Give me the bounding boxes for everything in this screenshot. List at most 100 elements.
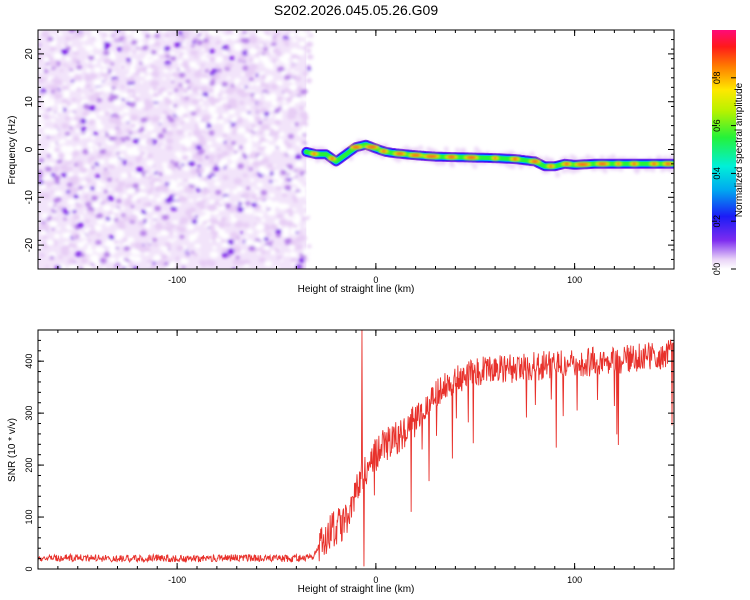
ridge-core-inner [576,163,589,166]
noise-speckle [293,224,298,228]
noise-speckle [162,162,168,167]
noise-speckle [109,54,117,60]
noise-speckle [145,34,150,38]
noise-speckle [256,100,263,106]
noise-speckle [197,121,204,127]
noise-speckle [209,117,218,125]
noise-speckle [269,171,274,176]
noise-speckle [150,50,157,55]
noise-speckle [51,209,57,214]
noise-speckle [126,76,135,83]
noise-speckle [193,71,203,78]
x-tick-label: 0 [373,275,378,285]
noise-speckle [281,153,286,157]
noise-speckle [184,186,192,193]
y-tick-label: 0 [24,566,34,571]
noise-speckle [58,255,64,259]
noise-speckle [191,44,195,48]
noise-speckle [108,163,116,169]
noise-speckle [192,129,202,137]
noise-speckle [214,180,221,187]
noise-speckle [184,179,189,183]
noise-speckle [127,161,134,167]
noise-speckle [229,154,239,162]
noise-speckle [114,192,119,197]
noise-speckle [70,175,80,183]
noise-speckle [270,223,278,231]
noise-speckle [50,190,55,194]
noise-speckle [133,242,143,250]
noise-speckle [64,116,71,121]
noise-speckle [38,109,44,115]
noise-speckle [306,244,312,249]
noise-speckle [257,212,264,218]
noise-speckle [246,140,253,145]
x-tick-label: 100 [567,275,582,285]
noise-speckle [292,207,297,211]
noise-speckle [152,54,159,60]
y-tick-label: -10 [24,190,35,205]
noise-speckle [258,121,263,125]
noise-speckle [47,100,56,107]
noise-speckle [57,31,63,37]
noise-speckle [196,40,203,46]
noise-speckle [146,74,153,80]
colorbar-tick-label: 0.0 [712,263,722,276]
noise-speckle [263,64,268,68]
noise-speckle [143,106,150,111]
noise-speckle [134,173,142,179]
noise-speckle [64,169,70,173]
noise-speckle [265,74,274,82]
noise-speckle [93,79,103,87]
noise-speckle [105,30,112,36]
noise-speckle [81,93,86,97]
noise-speckle [169,51,176,56]
noise-speckle [130,247,140,255]
noise-speckle [222,175,229,181]
noise-speckle [278,97,283,101]
noise-speckle [247,111,251,115]
noise-speckle [131,197,137,202]
noise-speckle [221,150,229,157]
noise-speckle [273,108,281,114]
noise-speckle [174,187,180,192]
noise-speckle [170,206,178,212]
noise-speckle [82,44,86,48]
noise-speckle [163,261,169,266]
noise-speckle [181,154,189,161]
noise-speckle [291,58,299,64]
noise-speckle [208,159,215,164]
noise-speckle [171,80,175,83]
noise-speckle [42,192,51,199]
ridge-core-inner [447,155,456,159]
noise-speckle [92,182,97,186]
noise-speckle [219,229,226,234]
noise-speckle [40,223,50,231]
noise-speckle [278,219,288,226]
noise-speckle [178,185,184,190]
noise-speckle [298,105,306,111]
noise-speckle [275,185,282,190]
noise-speckle [177,59,184,64]
noise-speckle [104,78,109,82]
noise-speckle [228,162,237,169]
noise-speckle [190,49,199,57]
noise-speckle [284,74,292,80]
noise-speckle [158,50,165,55]
noise-speckle [103,50,110,56]
noise-speckle [109,93,114,97]
noise-speckle [68,41,73,45]
noise-speckle [116,198,122,203]
noise-speckle [278,131,285,137]
noise-speckle [125,60,132,66]
noise-speckle [292,96,302,104]
noise-speckle [146,153,154,159]
noise-speckle [276,53,282,57]
noise-speckle [211,112,220,119]
noise-speckle [59,69,64,73]
noise-speckle [302,204,308,208]
noise-speckle [67,198,76,206]
ridge-core-inner [312,152,317,156]
snr-x-axis: -100 0 100 [37,330,675,585]
noise-speckle [227,109,236,115]
